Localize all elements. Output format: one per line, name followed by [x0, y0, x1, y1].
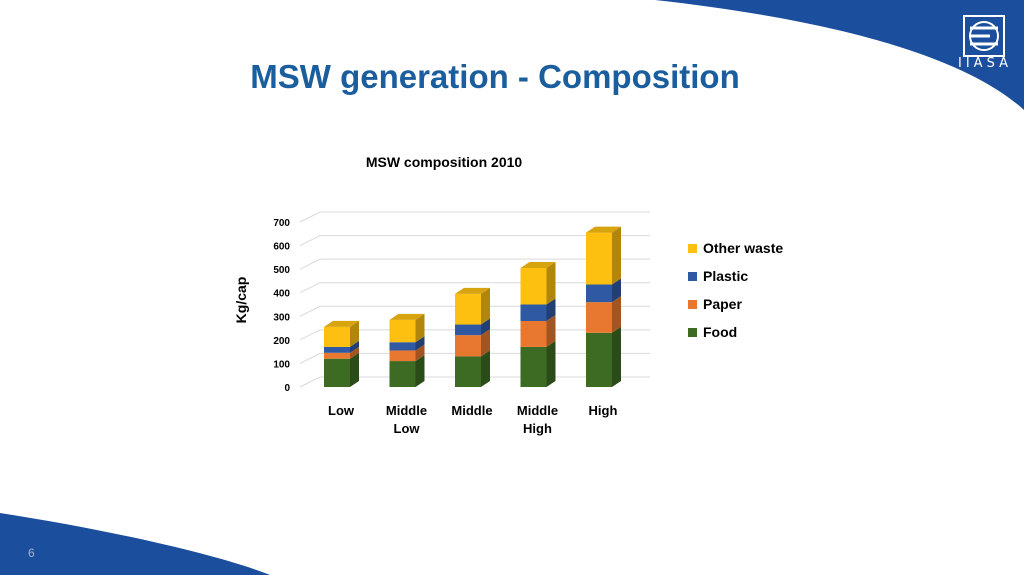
bar-segment-paper — [455, 329, 490, 357]
y-tick-labels: 0 100 200 300 400 500 600 700 — [273, 218, 290, 394]
bottom-left-swoosh — [0, 513, 270, 575]
x-tick-label: High — [589, 403, 618, 418]
x-tick-label: High — [523, 421, 552, 436]
legend: Other waste Plastic Paper Food — [688, 240, 783, 340]
bar-segment-food — [324, 352, 359, 387]
y-tick-label: 700 — [273, 218, 290, 229]
y-axis-label: Kg/cap — [233, 277, 249, 324]
legend-swatch — [688, 244, 697, 253]
y-tick-label: 600 — [273, 242, 290, 253]
page-number: 6 — [28, 546, 35, 560]
x-tick-labels: Low Middle Low Middle Middle High High — [328, 403, 617, 436]
legend-item: Food — [688, 324, 737, 340]
legend-label: Food — [703, 324, 737, 340]
iiasa-logo — [963, 15, 1005, 57]
y-tick-label: 100 — [273, 359, 290, 370]
legend-swatch — [688, 328, 697, 337]
bar-segment-plastic — [389, 336, 425, 351]
bar-segment-food — [586, 326, 621, 387]
legend-swatch — [688, 300, 697, 309]
top-right-swoosh — [655, 0, 1024, 110]
legend-label: Paper — [703, 296, 742, 312]
legend-item: Plastic — [688, 268, 748, 284]
bar-segment-paper — [389, 344, 425, 362]
chart-title: MSW composition 2010 — [366, 154, 523, 170]
x-tick-label: Low — [394, 421, 421, 436]
y-tick-label: 200 — [273, 336, 290, 347]
msw-composition-chart: MSW composition 2010 Kg/cap 0 100 200 300 40… — [233, 154, 783, 436]
bar-segment-other-waste — [586, 226, 621, 285]
y-tick-label: 300 — [273, 312, 290, 323]
legend-item: Paper — [688, 296, 742, 312]
bar-segment-other-waste — [455, 287, 490, 325]
x-tick-label: Low — [328, 403, 355, 418]
x-tick-label: Middle — [386, 403, 427, 418]
bar-segment-paper — [586, 296, 621, 333]
gridline — [299, 211, 650, 223]
legend-item: Other waste — [688, 240, 783, 256]
legend-label: Plastic — [703, 268, 748, 284]
legend-swatch — [688, 272, 697, 281]
logo-text: IIASA — [958, 56, 1012, 71]
bar-segment-food — [455, 350, 490, 387]
x-tick-label: Middle — [451, 403, 492, 418]
bar-segment-paper — [324, 346, 359, 359]
bar-segment-other-waste — [389, 313, 425, 343]
bar-segment-paper — [520, 315, 556, 347]
bar-segment-plastic — [586, 278, 621, 303]
bar-segment-plastic — [520, 298, 556, 321]
y-tick-label: 500 — [273, 265, 290, 276]
bar-segment-food — [520, 340, 556, 387]
x-tick-label: Middle — [517, 403, 558, 418]
bar-segment-plastic — [324, 340, 359, 353]
y-tick-label: 400 — [273, 289, 290, 300]
bar-segment-plastic — [455, 318, 490, 336]
bar-segment-food — [389, 355, 425, 387]
bar-segment-other-waste — [324, 320, 359, 347]
stacked-bars — [324, 226, 621, 387]
legend-label: Other waste — [703, 240, 783, 256]
gridline — [299, 258, 650, 270]
y-tick-label: 0 — [284, 383, 290, 394]
gridline — [299, 235, 650, 247]
bar-segment-other-waste — [520, 261, 556, 305]
slide-title: MSW generation - Composition — [250, 58, 740, 95]
